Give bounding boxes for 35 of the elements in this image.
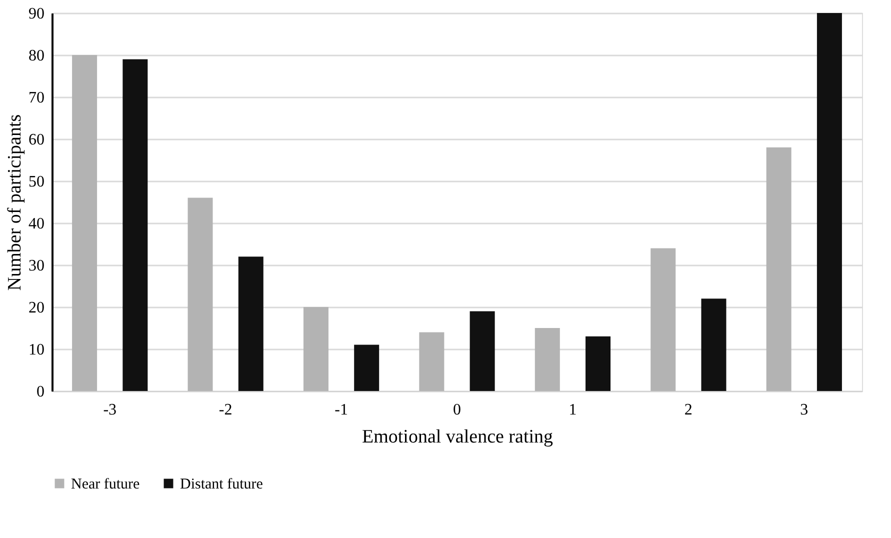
x-tick-label: -3: [103, 402, 117, 418]
y-tick-label: 80: [28, 48, 44, 64]
bar: [766, 147, 792, 391]
x-tick-label: -2: [218, 402, 232, 418]
bar: [701, 298, 726, 391]
y-tick-label: 0: [36, 384, 44, 400]
bar: [122, 59, 148, 391]
x-axis-title: Emotional valence rating: [362, 426, 554, 448]
x-tick-label: 1: [568, 402, 577, 418]
bar: [586, 336, 611, 391]
bar: [72, 55, 98, 391]
legend-label: Near future: [71, 476, 140, 493]
x-tick-label: 3: [800, 402, 808, 418]
x-tick-label: 2: [684, 402, 692, 418]
bar: [188, 198, 213, 391]
y-tick-label: 30: [28, 258, 44, 274]
x-tick-label: -1: [334, 402, 348, 418]
y-axis-title: Number of participants: [4, 114, 26, 291]
y-tick-label: 40: [28, 216, 44, 232]
bar: [354, 344, 380, 391]
bar: [470, 311, 495, 391]
bar: [419, 332, 444, 391]
legend-label: Distant future: [180, 476, 264, 493]
y-tick-label: 60: [28, 132, 44, 148]
y-tick-label: 70: [28, 90, 44, 106]
bar: [303, 307, 328, 391]
bar: [534, 328, 560, 391]
bar: [238, 256, 264, 391]
y-tick-label: 20: [28, 300, 44, 316]
bar: [650, 248, 676, 391]
y-tick-label: 50: [28, 174, 44, 190]
y-tick-label: 10: [28, 342, 44, 358]
x-tick-label: 0: [453, 402, 461, 418]
bar: [816, 13, 842, 391]
y-tick-label: 90: [28, 6, 44, 22]
